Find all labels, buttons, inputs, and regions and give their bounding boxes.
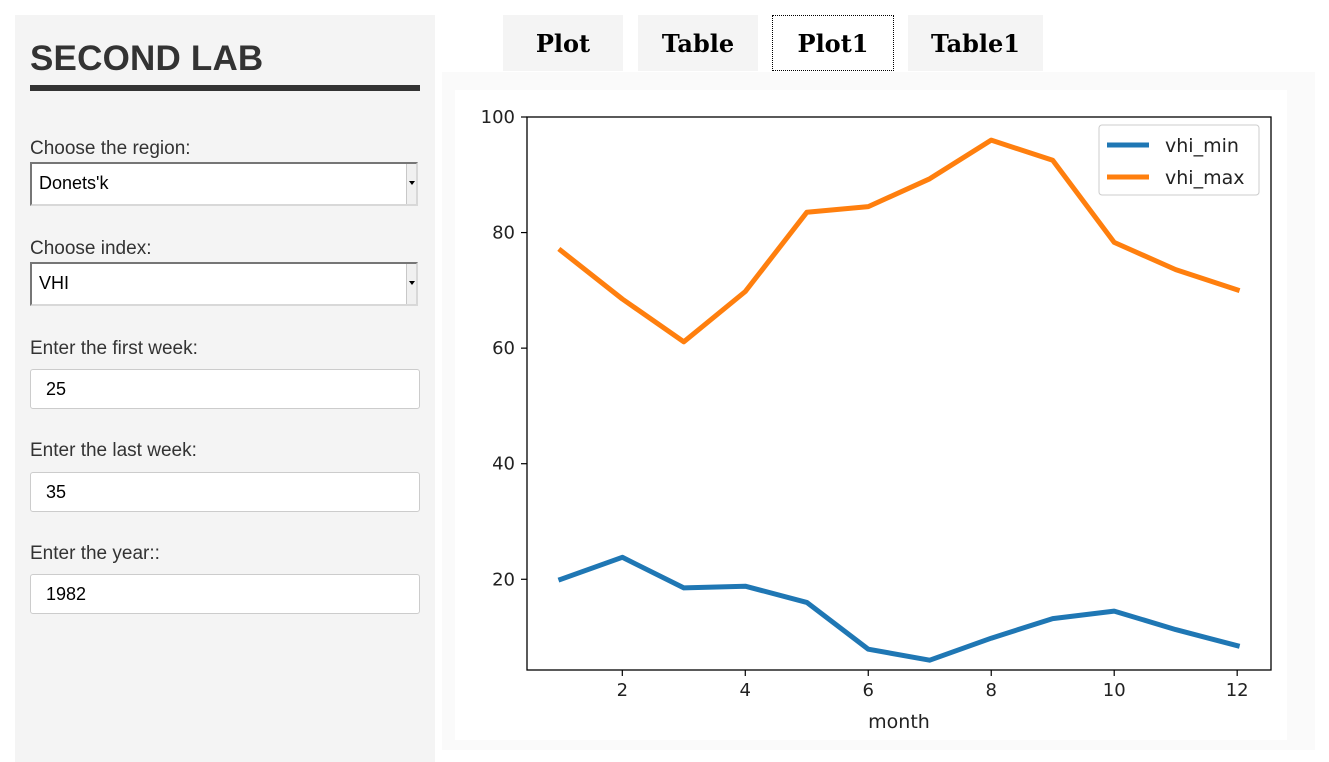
tab-plot[interactable]: Plot [503, 15, 623, 71]
series-line-vhi_max [557, 137, 1241, 345]
region-select[interactable]: Donets'k [30, 162, 418, 206]
x-tick-label: 2 [617, 680, 628, 701]
index-label: Choose index: [30, 238, 152, 259]
axes-frame [526, 116, 1272, 671]
year-input[interactable]: 1982 [30, 574, 420, 614]
chevron-down-icon[interactable] [406, 264, 416, 304]
chevron-down-icon[interactable] [406, 164, 416, 204]
tick-layer: 2 4 6 8 10 12 20 40 60 80 100 [481, 107, 1249, 701]
region-select-value: Donets'k [39, 173, 109, 193]
page-title: SECOND LAB [30, 39, 264, 78]
legend-label-vhi_max: vhi_max [1165, 167, 1244, 189]
series-line-vhi_min [557, 554, 1241, 663]
x-tick-label: 10 [1103, 680, 1126, 701]
legend-label-vhi_min: vhi_min [1165, 135, 1239, 157]
x-tick-label: 8 [986, 680, 997, 701]
legend: vhi_min vhi_max [1098, 124, 1260, 196]
tab-plot1[interactable]: Plot1 [772, 15, 894, 71]
y-tick-label: 20 [492, 569, 515, 590]
first-week-input[interactable]: 25 [30, 369, 420, 409]
series-layer [557, 137, 1241, 663]
plot-output: 2 4 6 8 10 12 20 40 60 80 100 month vhi_min vhi_max [455, 90, 1287, 740]
y-tick-label: 60 [492, 338, 515, 359]
x-tick-label: 4 [740, 680, 751, 701]
y-tick-label: 40 [492, 454, 515, 475]
tab-table1[interactable]: Table1 [908, 15, 1043, 71]
tab-table[interactable]: Table [638, 15, 758, 71]
y-tick-label: 100 [481, 107, 515, 128]
index-select[interactable]: VHI [30, 262, 418, 306]
first-week-label: Enter the first week: [30, 338, 198, 359]
x-tick-label: 12 [1226, 680, 1249, 701]
x-axis-label: month [868, 711, 930, 733]
first-week-input-value: 25 [46, 379, 67, 399]
region-label: Choose the region: [30, 138, 191, 159]
year-input-value: 1982 [46, 584, 87, 604]
line-chart: 2 4 6 8 10 12 20 40 60 80 100 month vhi_min vhi_max [481, 107, 1272, 733]
year-label: Enter the year:: [30, 543, 160, 564]
x-tick-label: 6 [863, 680, 874, 701]
last-week-input[interactable]: 35 [30, 472, 420, 512]
sidebar-panel: SECOND LAB Choose the region: Donets'k C… [15, 15, 435, 762]
title-divider [30, 85, 420, 91]
index-select-value: VHI [39, 273, 70, 293]
y-tick-label: 80 [492, 223, 515, 244]
last-week-label: Enter the last week: [30, 440, 197, 461]
last-week-input-value: 35 [46, 482, 67, 502]
